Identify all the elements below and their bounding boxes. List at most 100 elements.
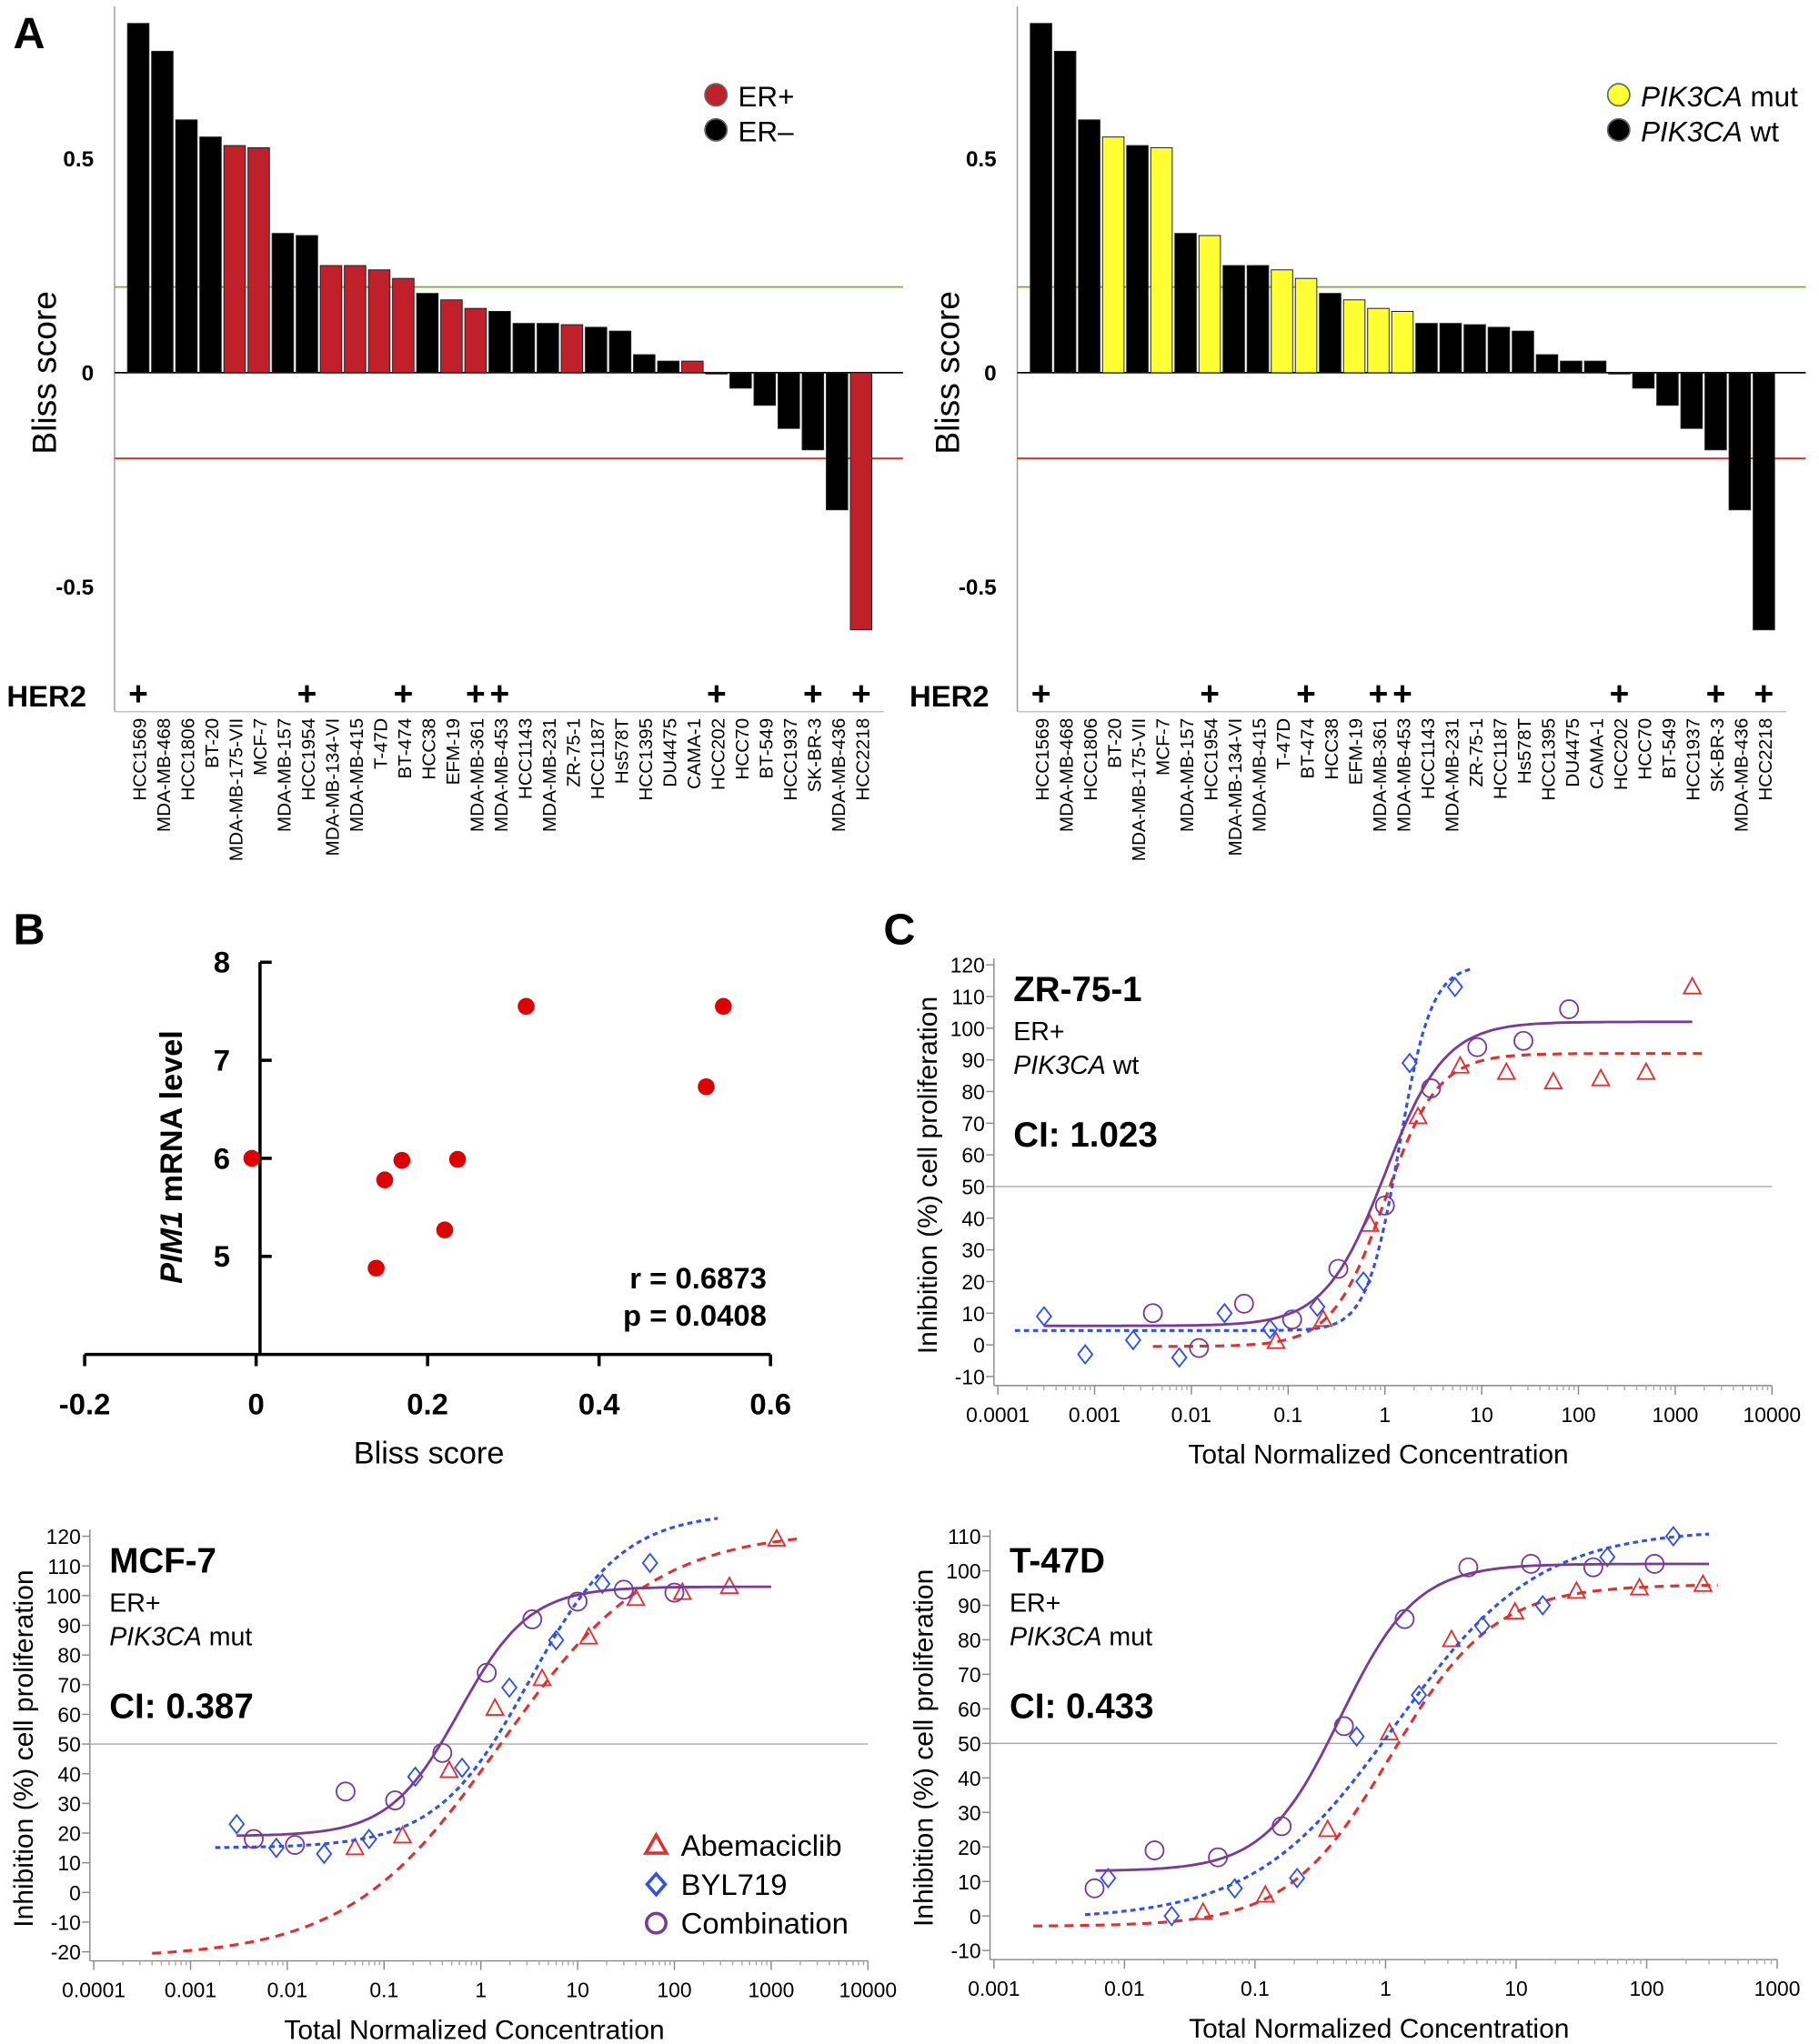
bar-chart-er-status: 0.5 0 -0.5 Bliss score HER2 HCC1569 + MDA-MB-46… bbox=[6, 6, 903, 861]
y-tick-label: 120 bbox=[950, 954, 985, 977]
pik3ca-gene: PIK3CA bbox=[1010, 1623, 1102, 1652]
data-point-byl719 bbox=[1348, 1726, 1365, 1748]
fit-curve-abemaciclib bbox=[1152, 1052, 1704, 1348]
x-tick-label: 10 bbox=[1470, 1403, 1492, 1427]
x-tick-label: T-47D bbox=[371, 718, 392, 769]
bar-hcc1395 bbox=[1535, 354, 1559, 374]
y-tick-label: 5 bbox=[214, 1239, 230, 1273]
data-point-combination bbox=[385, 1790, 406, 1811]
data-point-byl719 bbox=[1411, 1684, 1428, 1706]
data-point-byl719 bbox=[316, 1843, 333, 1865]
data-point-combination bbox=[244, 1829, 264, 1849]
bar-mda-mb-468 bbox=[1053, 50, 1077, 374]
bar-mcf-7 bbox=[247, 146, 270, 374]
x-tick-label: 0.01 bbox=[267, 1979, 307, 2002]
her2-plus-marker: + bbox=[1296, 675, 1316, 713]
x-tick-label: HCC202 bbox=[1611, 718, 1632, 790]
data-point bbox=[243, 1149, 261, 1167]
y-tick-label: 0 bbox=[970, 1905, 981, 1929]
data-point-byl719 bbox=[1226, 1878, 1243, 1899]
data-point-abemaciclib bbox=[672, 1581, 693, 1600]
y-tick-label: -10 bbox=[951, 1939, 981, 1963]
data-point-byl719 bbox=[1309, 1296, 1326, 1318]
x-tick-label: MDA-MB-231 bbox=[1442, 718, 1463, 832]
y-tick-label: 40 bbox=[57, 1762, 80, 1786]
data-point-byl719 bbox=[1100, 1867, 1117, 1889]
y-tick-label: 0.5 bbox=[966, 147, 997, 172]
data-point-combination bbox=[477, 1662, 497, 1683]
y-tick-label: 20 bbox=[958, 1836, 980, 1859]
x-tick-label: 0.001 bbox=[165, 1979, 216, 2002]
bar-hcc1954 bbox=[1198, 235, 1221, 374]
pik3ca-status-label: PIK3CA mut bbox=[1010, 1623, 1152, 1652]
x-tick-label: MDA-MB-453 bbox=[1394, 718, 1415, 832]
bar-du4475 bbox=[1560, 360, 1583, 374]
data-point bbox=[376, 1171, 394, 1188]
data-point-abemaciclib bbox=[1693, 1573, 1713, 1592]
y-tick-label: 0.5 bbox=[63, 147, 94, 172]
x-tick-label: 1000 bbox=[748, 1979, 794, 2002]
legend-label: PIK3CA wt bbox=[1641, 116, 1779, 148]
legend-swatch bbox=[704, 83, 729, 107]
x-tick-label: 0.6 bbox=[749, 1387, 791, 1420]
x-tick-label: HCC2218 bbox=[1755, 718, 1776, 801]
x-tick-label: 10 bbox=[1504, 1977, 1527, 2000]
data-point-combination bbox=[1144, 1840, 1165, 1860]
x-tick-label: MDA-MB-361 bbox=[1370, 718, 1391, 832]
legend-label: Combination bbox=[681, 1907, 849, 1940]
x-tick-label: 0.01 bbox=[1104, 1977, 1144, 2000]
bar-mcf-7 bbox=[1150, 146, 1173, 374]
her2-plus-marker: + bbox=[803, 675, 823, 713]
y-axis-label: Inhibition (%) cell proliferation bbox=[913, 997, 943, 1354]
y-tick-label: 40 bbox=[961, 1207, 984, 1230]
y-axis-label: PIM1 mRNA level bbox=[155, 1030, 189, 1284]
y-tick-label: -0.5 bbox=[55, 576, 94, 600]
bar-mda-mb-175-vii bbox=[1126, 145, 1149, 374]
x-tick-label: BT-549 bbox=[1659, 718, 1680, 779]
legend-label: Abemaciclib bbox=[681, 1829, 842, 1862]
bar-hcc1187 bbox=[585, 326, 608, 374]
y-axis-label-rest: mRNA level bbox=[155, 1030, 189, 1211]
y-tick-label: 7 bbox=[214, 1044, 230, 1077]
bar-hcc38 bbox=[1319, 293, 1342, 374]
x-tick-label: HCC1937 bbox=[1683, 718, 1703, 801]
data-point-byl719 bbox=[1664, 1526, 1682, 1548]
bar-hcc2218 bbox=[849, 372, 873, 631]
data-point-byl719 bbox=[1289, 1867, 1306, 1889]
y-tick-label: 0 bbox=[82, 361, 95, 386]
data-point bbox=[367, 1259, 385, 1278]
x-tick-label: 0.1 bbox=[369, 1979, 398, 2002]
data-point-byl719 bbox=[228, 1813, 246, 1835]
y-tick-label: 8 bbox=[214, 946, 230, 979]
bar-hcc1143 bbox=[512, 323, 536, 374]
data-point-byl719 bbox=[1171, 1347, 1188, 1368]
data-point bbox=[715, 997, 732, 1016]
bar-mda-mb-453 bbox=[1391, 310, 1414, 374]
data-point-combination bbox=[1513, 1030, 1533, 1051]
bar-hcc1806 bbox=[175, 119, 198, 374]
data-point-byl719 bbox=[1599, 1546, 1616, 1568]
data-point-combination bbox=[1281, 1309, 1302, 1330]
x-tick-label: 100 bbox=[657, 1979, 691, 2002]
data-point-byl719 bbox=[1534, 1595, 1552, 1617]
bar-mda-mb-231 bbox=[1439, 323, 1462, 374]
y-tick-label: 50 bbox=[958, 1732, 980, 1756]
bar-mda-mb-361 bbox=[464, 307, 487, 374]
fit-curve-combination bbox=[236, 1585, 771, 1838]
x-tick-label: HCC202 bbox=[708, 718, 729, 790]
y-tick-label: 30 bbox=[57, 1792, 80, 1816]
her2-plus-marker: + bbox=[1754, 675, 1774, 713]
pik3ca-status-label: PIK3CA mut bbox=[109, 1623, 252, 1652]
x-axis-label: Total Normalized Concentration bbox=[1189, 2014, 1569, 2044]
x-tick-label: HCC70 bbox=[1635, 718, 1656, 780]
y-tick-label: 60 bbox=[961, 1144, 984, 1167]
data-point-abemaciclib bbox=[1504, 1601, 1525, 1620]
x-tick-label: MDA-MB-436 bbox=[829, 718, 849, 832]
bar-hcc1954 bbox=[296, 235, 318, 374]
x-tick-label: BT-474 bbox=[395, 718, 416, 779]
y-tick-label: 110 bbox=[948, 1525, 980, 1548]
pik3ca-status-label: PIK3CA wt bbox=[1013, 1051, 1139, 1080]
x-tick-label: HCC70 bbox=[732, 718, 753, 780]
x-tick-label: Hs578T bbox=[611, 717, 632, 784]
